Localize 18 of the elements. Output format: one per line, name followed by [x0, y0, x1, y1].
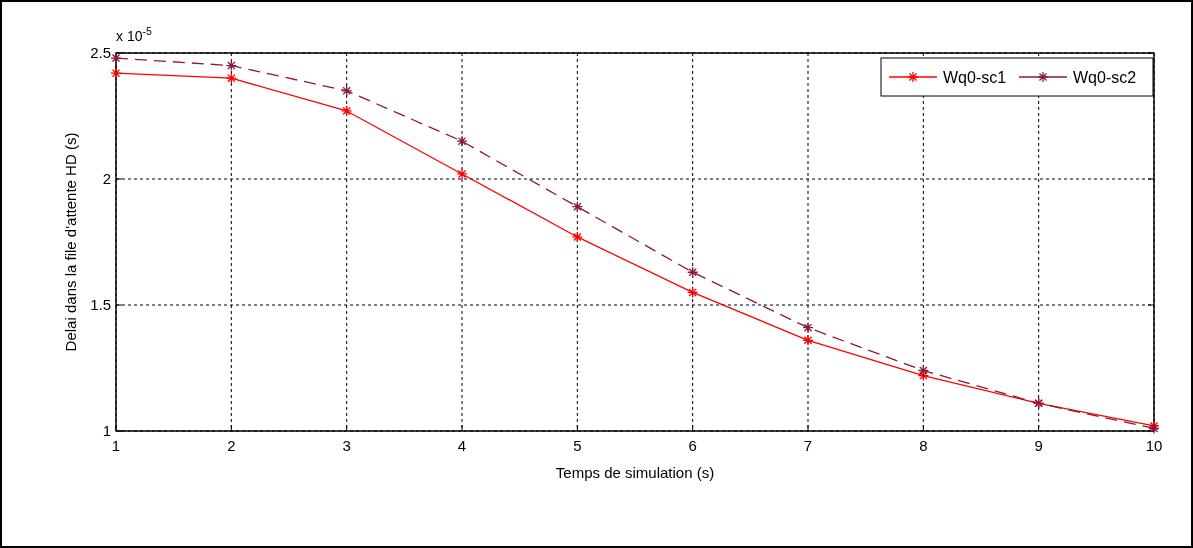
x-tick-label: 8: [919, 437, 928, 454]
y-tick-label: 2.5: [90, 44, 111, 61]
y-tick-label: 1: [102, 422, 111, 439]
y-tick-label: 1.5: [90, 296, 111, 313]
x-tick-label: 3: [342, 437, 351, 454]
y-axis-title: Delai dans la file d'attente HD (s): [62, 132, 79, 352]
text: x 10$^{-5}$: [116, 25, 152, 44]
x-tick-label: 10: [1145, 437, 1163, 454]
x-tick-label: 9: [1034, 437, 1043, 454]
x-tick-label: 7: [803, 437, 813, 454]
x-tick-label: 6: [688, 437, 697, 454]
x-tick-label: 4: [457, 437, 467, 454]
x-axis-title: Temps de simulation (s): [555, 464, 715, 481]
y-tick-label: 2: [102, 170, 111, 187]
legend-label: Wq0-sc1: [943, 69, 1007, 86]
x-tick-label: 2: [227, 437, 236, 454]
legend-label: Wq0-sc2: [1073, 69, 1137, 86]
x-tick-label: 5: [573, 437, 582, 454]
